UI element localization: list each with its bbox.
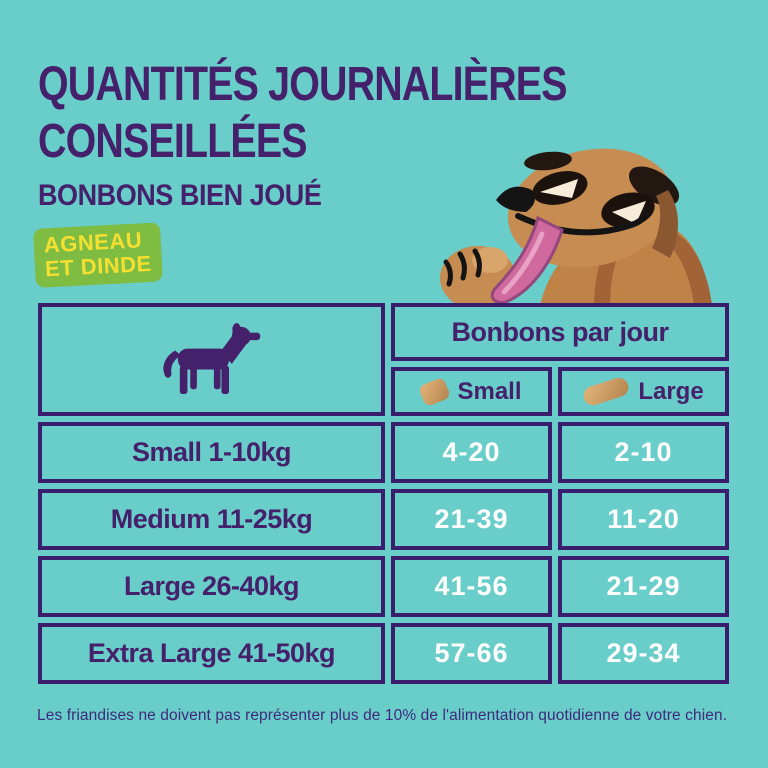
- page-title-line1: QUANTITÉS JOURNALIÈRES: [38, 58, 568, 111]
- column-header-small: Small: [391, 367, 552, 416]
- page-title: QUANTITÉS JOURNALIÈRES CONSEILLÉES: [38, 56, 568, 170]
- dog-mascot-illustration: [440, 148, 712, 305]
- value-extra-large-large: 29-34: [558, 623, 729, 684]
- row-label-medium: Medium 11-25kg: [38, 489, 385, 550]
- value-large-large: 21-29: [558, 556, 729, 617]
- flavor-badge-line2: ET DINDE: [44, 250, 153, 282]
- value-small-large: 2-10: [558, 422, 729, 483]
- treats-per-day-header: Bonbons par jour: [391, 303, 729, 361]
- product-name: BONBONS BIEN JOUÉ: [38, 179, 322, 212]
- row-label-large: Large 26-40kg: [38, 556, 385, 617]
- treat-large-icon: [581, 375, 632, 408]
- value-small-small: 4-20: [391, 422, 552, 483]
- column-header-large: Large: [558, 367, 729, 416]
- row-label-extra-large: Extra Large 41-50kg: [38, 623, 385, 684]
- feeding-guide-table: Bonbons par jour Small Large Small 1-10k…: [38, 303, 729, 684]
- column-header-small-label: Small: [457, 377, 522, 405]
- treat-small-icon: [418, 376, 452, 407]
- value-large-small: 41-56: [391, 556, 552, 617]
- value-medium-large: 11-20: [558, 489, 729, 550]
- disclaimer-text: Les friandises ne doivent pas représente…: [37, 707, 728, 724]
- column-header-large-label: Large: [638, 377, 704, 405]
- dog-size-header-cell: [38, 303, 385, 416]
- flavor-badge: AGNEAU ET DINDE: [33, 222, 163, 288]
- page-title-line2: CONSEILLÉES: [38, 115, 308, 168]
- value-extra-large-small: 57-66: [391, 623, 552, 684]
- row-label-small: Small 1-10kg: [38, 422, 385, 483]
- value-medium-small: 21-39: [391, 489, 552, 550]
- dog-silhouette-icon: [162, 322, 260, 394]
